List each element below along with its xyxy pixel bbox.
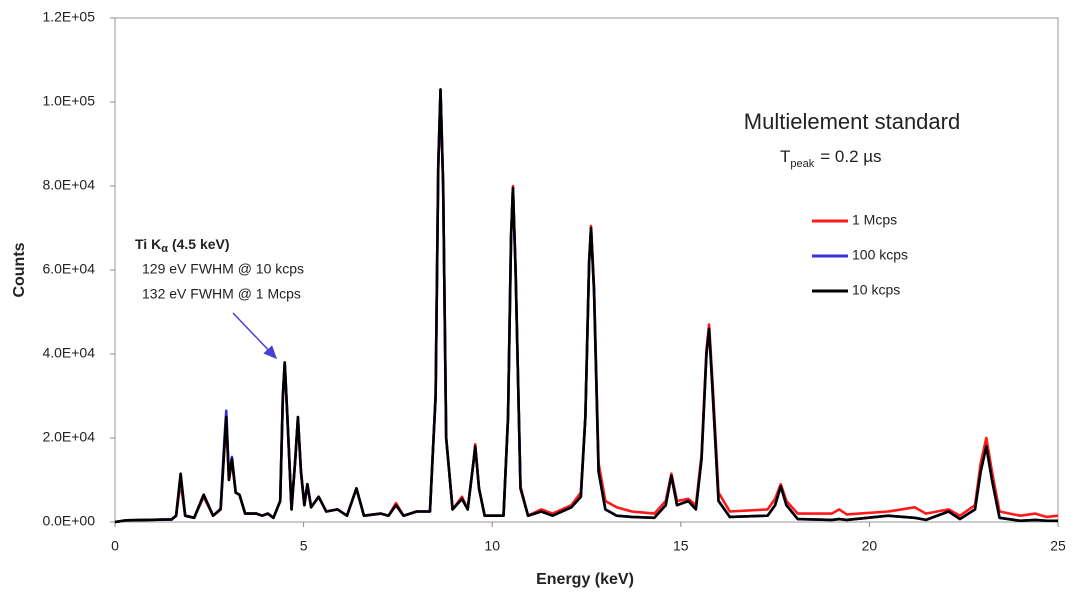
annotation-sub: α xyxy=(161,243,168,255)
x-tick-label: 15 xyxy=(673,538,689,554)
legend-label: 1 Mcps xyxy=(852,212,897,228)
x-tick-label: 0 xyxy=(111,538,119,554)
chart-subtitle: Tpeak = 0.2 µs xyxy=(780,147,882,169)
subtitle-rest: = 0.2 µs xyxy=(820,147,881,166)
annotation-main: Ti K xyxy=(135,236,161,252)
y-tick-label: 0.0E+00 xyxy=(42,513,95,529)
series-line xyxy=(114,88,1058,524)
y-axis-title: Counts xyxy=(11,242,28,297)
legend-label: 10 kcps xyxy=(852,282,900,298)
y-tick-label: 1.2E+05 xyxy=(42,9,95,25)
chart-title: Multielement standard xyxy=(744,109,960,134)
subtitle-main: T xyxy=(780,147,790,166)
annotation-head: Ti Kα (4.5 keV) xyxy=(135,236,230,255)
y-tick-label: 2.0E+04 xyxy=(42,429,95,445)
x-tick-label: 20 xyxy=(862,538,878,554)
x-tick-label: 25 xyxy=(1050,538,1066,554)
x-tick-label: 10 xyxy=(484,538,500,554)
y-tick-label: 8.0E+04 xyxy=(42,177,95,193)
annotation-rest: (4.5 keV) xyxy=(172,236,230,252)
annotation-line: 132 eV FWHM @ 1 Mcps xyxy=(142,286,301,302)
series-line xyxy=(114,88,1058,524)
legend-label: 100 kcps xyxy=(852,247,908,263)
x-axis-title: Energy (keV) xyxy=(536,571,634,588)
y-tick-label: 6.0E+04 xyxy=(42,261,95,277)
x-tick-label: 5 xyxy=(300,538,308,554)
y-tick-label: 1.0E+05 xyxy=(42,93,95,109)
annotation-arrow xyxy=(232,312,278,360)
y-tick-label: 4.0E+04 xyxy=(42,345,95,361)
series-line xyxy=(114,90,1059,524)
subtitle-sub: peak xyxy=(790,158,814,170)
annotation-line: 129 eV FWHM @ 10 kcps xyxy=(142,261,304,277)
